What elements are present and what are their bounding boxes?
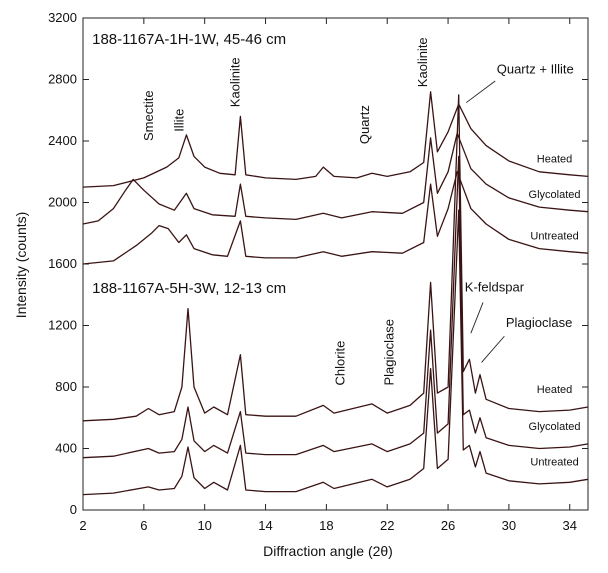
x-tick-label: 2 xyxy=(79,518,86,533)
sample-title: 188-1167A-1H-1W, 45-46 cm xyxy=(92,31,286,48)
y-tick-label: 0 xyxy=(70,502,77,517)
quartz-illite-pointer xyxy=(466,80,496,103)
trace-untreated-upper xyxy=(82,171,589,265)
x-tick-label: 26 xyxy=(441,518,455,533)
trace-label: Heated xyxy=(537,154,572,166)
x-tick-label: 22 xyxy=(380,518,394,533)
y-tick-label: 1200 xyxy=(48,318,77,333)
y-tick-label: 3200 xyxy=(48,10,77,25)
chart-labels: Heated Glycolated Untreated Heated Glycolate… xyxy=(92,31,580,468)
trace-untreated-lower xyxy=(82,209,589,496)
plagioclase-pointer xyxy=(481,335,505,363)
peak-annotation: Kaolinite xyxy=(415,37,430,87)
y-tick-label: 800 xyxy=(55,379,77,394)
peak-annotation: Plagioclase xyxy=(381,319,396,386)
x-tick-label: 14 xyxy=(258,518,272,533)
x-tick-label: 10 xyxy=(197,518,211,533)
trace-heated-upper xyxy=(82,91,589,188)
sample-title: 188-1167A-5H-3W, 12-13 cm xyxy=(92,280,286,297)
y-axis-label: Intensity (counts) xyxy=(13,212,29,319)
trace-label: Glycolated xyxy=(529,189,581,201)
peak-annotation: Kaolinite xyxy=(228,57,243,107)
x-axis-label: Diffraction angle (2θ) xyxy=(263,543,393,559)
y-tick-label: 2400 xyxy=(48,133,77,148)
trace-glycolated-upper xyxy=(82,132,589,225)
trace-label: Heated xyxy=(537,384,572,396)
plot-border xyxy=(82,17,589,511)
y-tick-label: 2800 xyxy=(48,72,77,87)
trace-label: Untreated xyxy=(530,456,578,468)
peak-annotation: Quartz xyxy=(357,105,372,144)
k-feldspar-pointer xyxy=(470,302,484,334)
peak-annotation: Smectite xyxy=(141,90,156,141)
trace-glycolated-lower xyxy=(82,155,589,459)
x-tick-label: 34 xyxy=(563,518,577,533)
x-axis-ticks: 2 6 10 14 18 22 26 30 34 xyxy=(79,18,577,533)
y-tick-label: 2000 xyxy=(48,195,77,210)
peak-annotation: Quartz + Illite xyxy=(497,61,574,76)
diffraction-traces xyxy=(82,91,589,496)
peak-annotation: Plagioclase xyxy=(506,315,573,330)
y-axis-ticks: 0 400 800 1200 1600 2000 2400 2800 3200 xyxy=(48,10,588,517)
peak-annotation: Illite xyxy=(171,109,186,132)
plot-frame xyxy=(82,17,589,511)
y-tick-label: 400 xyxy=(55,441,77,456)
trace-label: Glycolated xyxy=(529,421,581,433)
x-tick-label: 18 xyxy=(319,518,333,533)
x-tick-label: 30 xyxy=(502,518,516,533)
trace-heated-lower xyxy=(82,94,589,422)
x-tick-label: 6 xyxy=(140,518,147,533)
trace-label: Untreated xyxy=(530,230,578,242)
peak-annotation: K-feldspar xyxy=(465,280,525,295)
peak-annotation: Chlorite xyxy=(333,341,348,386)
y-tick-label: 1600 xyxy=(48,256,77,271)
